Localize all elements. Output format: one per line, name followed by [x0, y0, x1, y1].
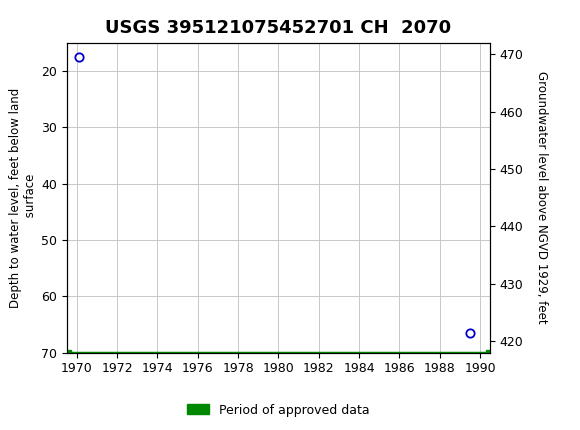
- Y-axis label: Groundwater level above NGVD 1929, feet: Groundwater level above NGVD 1929, feet: [535, 71, 548, 324]
- Text: ≋USGS: ≋USGS: [9, 8, 90, 28]
- Title: USGS 395121075452701 CH  2070: USGS 395121075452701 CH 2070: [106, 19, 451, 37]
- Legend: Period of approved data: Period of approved data: [182, 399, 375, 421]
- Y-axis label: Depth to water level, feet below land
 surface: Depth to water level, feet below land su…: [9, 88, 37, 308]
